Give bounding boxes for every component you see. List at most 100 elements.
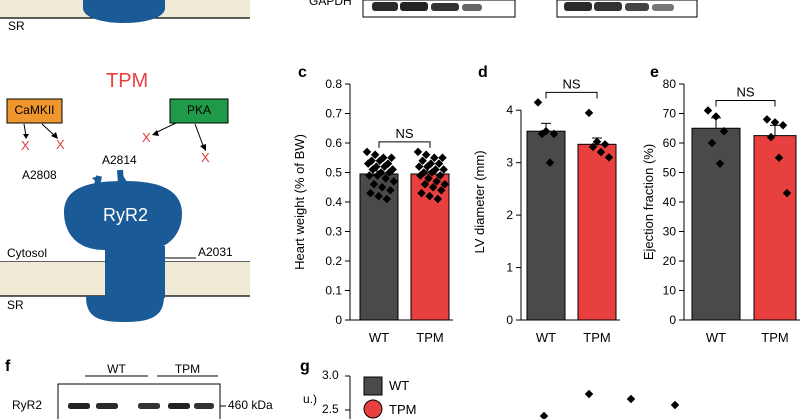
g-tick-3: 3.0 <box>322 368 339 382</box>
data-point <box>389 177 399 186</box>
data-point <box>778 121 788 130</box>
y-tick-label: 10 <box>663 284 677 298</box>
y-tick-label: 0.8 <box>325 77 342 91</box>
data-point <box>428 183 438 192</box>
x-mark: X <box>21 138 30 153</box>
panel-f-letter: f <box>5 358 11 375</box>
y-tick-label: 50 <box>663 166 677 180</box>
data-point <box>369 180 379 189</box>
panel-c-letter: c <box>298 64 307 81</box>
pka-box <box>169 98 229 124</box>
y-tick-label: 2 <box>506 208 513 222</box>
ryr2-label: RyR2 <box>103 205 149 225</box>
blot-row-label: RyR2 <box>12 398 43 412</box>
data-point <box>584 108 594 118</box>
y-tick-label: 0.3 <box>325 225 342 239</box>
y-tick-label: 4 <box>506 103 513 117</box>
x-tick-label: TPM <box>416 330 443 345</box>
significance-bracket <box>715 100 776 107</box>
data-point <box>414 162 424 171</box>
g-point <box>670 400 680 410</box>
significance-bracket <box>545 91 598 99</box>
y-tick-label: 60 <box>663 136 677 150</box>
schematic-title: TPM <box>106 70 149 92</box>
data-point <box>413 147 423 157</box>
bar-tpm <box>577 143 617 321</box>
data-point <box>416 171 425 180</box>
y-tick-label: 30 <box>663 225 677 239</box>
ryr2-body <box>64 181 182 250</box>
ryr2-schematic <box>0 98 250 322</box>
data-point <box>418 156 427 165</box>
y-tick-label: 0 <box>335 313 342 327</box>
data-point <box>384 168 394 177</box>
data-point <box>375 156 385 165</box>
legend-tpm-label: TPM <box>389 402 417 417</box>
y-tick-label: 0.4 <box>325 195 342 209</box>
x-mark: X <box>201 150 210 165</box>
y-tick-label: 20 <box>663 254 677 268</box>
blot-kda-label: 460 kDa <box>228 398 273 412</box>
data-point <box>368 165 378 174</box>
legend-wt-label: WT <box>389 378 410 393</box>
cytosol-label: Cytosol <box>7 246 48 260</box>
data-point <box>433 194 443 204</box>
data-point <box>420 180 430 189</box>
data-point <box>432 177 441 186</box>
legend-wt-swatch <box>363 376 383 396</box>
sr-label-top: SR <box>8 19 25 33</box>
panel-f-blot <box>57 375 226 419</box>
data-point <box>362 147 372 157</box>
data-point <box>533 98 543 107</box>
data-point <box>387 153 396 162</box>
data-point <box>370 150 380 160</box>
x-tick-label: WT <box>536 330 556 345</box>
y-tick-label: 0.7 <box>325 107 342 121</box>
data-point <box>427 168 437 177</box>
data-point <box>434 159 444 168</box>
bar-wt <box>526 130 566 321</box>
y-tick-label: 1 <box>506 261 513 275</box>
x-tick-label: TPM <box>761 330 788 345</box>
data-point <box>430 153 439 162</box>
panel-e-letter: e <box>650 64 659 81</box>
y-tick-label: 0.1 <box>325 284 342 298</box>
data-point <box>440 180 450 189</box>
data-point <box>437 185 446 195</box>
data-point <box>363 159 373 168</box>
x-mark: X <box>56 137 65 152</box>
legend-tpm-swatch <box>363 399 383 419</box>
data-point <box>762 115 772 124</box>
data-point <box>381 174 390 183</box>
panel-d-letter: d <box>478 64 488 81</box>
x-tick-label: WT <box>369 330 389 345</box>
y-tick-label: 0.5 <box>325 166 342 180</box>
data-point <box>439 165 448 174</box>
y-tick-label: 80 <box>663 77 677 91</box>
data-point <box>711 112 721 121</box>
site-a2814: A2814 <box>102 153 137 167</box>
ns-label: NS <box>736 85 754 100</box>
g-point <box>539 411 549 419</box>
bar-tpm <box>753 135 797 321</box>
sr-label: SR <box>7 298 24 312</box>
y-tick-label: 0.2 <box>325 254 342 268</box>
data-point <box>435 171 445 180</box>
data-point <box>386 185 395 195</box>
data-point <box>424 174 433 183</box>
data-point <box>374 191 383 201</box>
significance-bracket <box>378 141 431 148</box>
y-tick-label: 0 <box>669 313 676 327</box>
data-point <box>421 150 431 160</box>
y-tick-label: 40 <box>663 195 677 209</box>
g-point <box>626 394 636 404</box>
data-point <box>423 162 432 171</box>
y-axis-label: LV diameter (mm) <box>472 150 487 253</box>
ns-label: NS <box>562 76 580 91</box>
pka-label: PKA <box>186 103 211 117</box>
site-a2808: A2808 <box>22 168 57 182</box>
data-point <box>425 191 434 201</box>
g-tick-2-5: 2.5 <box>322 402 339 416</box>
gapdh-label: GAPDH <box>309 0 352 8</box>
